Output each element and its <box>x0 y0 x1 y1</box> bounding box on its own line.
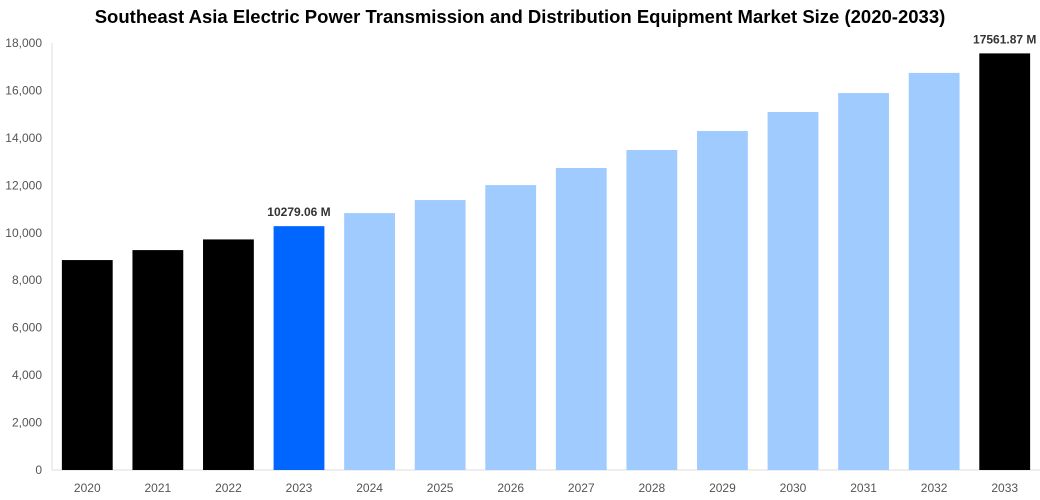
data-label-2033: 17561.87 M <box>973 32 1036 46</box>
x-tick-label: 2025 <box>427 481 454 495</box>
y-tick-label: 18,000 <box>5 36 42 50</box>
bar-2027 <box>555 168 607 470</box>
bar-2023 <box>273 226 325 470</box>
x-tick-label: 2022 <box>215 481 242 495</box>
x-tick-label: 2028 <box>639 481 666 495</box>
y-tick-label: 16,000 <box>5 83 42 97</box>
bar-2022 <box>203 239 254 470</box>
x-tick-label: 2031 <box>850 481 877 495</box>
data-label-2023: 10279.06 M <box>267 205 330 219</box>
x-tick-label: 2033 <box>991 481 1018 495</box>
x-tick-label: 2021 <box>145 481 172 495</box>
x-tick-label: 2020 <box>74 481 101 495</box>
x-tick-label: 2024 <box>356 481 383 495</box>
bar-2029 <box>697 131 748 470</box>
y-tick-label: 4,000 <box>12 368 42 382</box>
bar-2028 <box>626 149 678 470</box>
y-tick-label: 14,000 <box>5 131 42 145</box>
bar-2020 <box>61 260 113 470</box>
bar-2030 <box>767 112 819 470</box>
y-tick-label: 10,000 <box>5 226 42 240</box>
y-tick-label: 0 <box>35 463 42 477</box>
x-tick-label: 2032 <box>921 481 948 495</box>
y-tick-label: 12,000 <box>5 178 42 192</box>
bar-2032 <box>908 72 960 470</box>
y-tick-label: 8,000 <box>12 273 42 287</box>
y-tick-label: 6,000 <box>12 321 42 335</box>
x-tick-label: 2027 <box>568 481 595 495</box>
x-tick-label: 2023 <box>286 481 313 495</box>
x-tick-label: 2026 <box>497 481 524 495</box>
x-tick-label: 2029 <box>709 481 736 495</box>
bar-2033 <box>979 53 1031 470</box>
bar-2026 <box>485 185 537 470</box>
bar-2031 <box>838 93 889 470</box>
y-tick-label: 2,000 <box>12 416 42 430</box>
bar-2024 <box>344 213 395 471</box>
chart-title: Southeast Asia Electric Power Transmissi… <box>94 6 946 27</box>
bar-2025 <box>414 200 466 470</box>
x-tick-label: 2030 <box>780 481 807 495</box>
bar-2021 <box>132 250 184 470</box>
